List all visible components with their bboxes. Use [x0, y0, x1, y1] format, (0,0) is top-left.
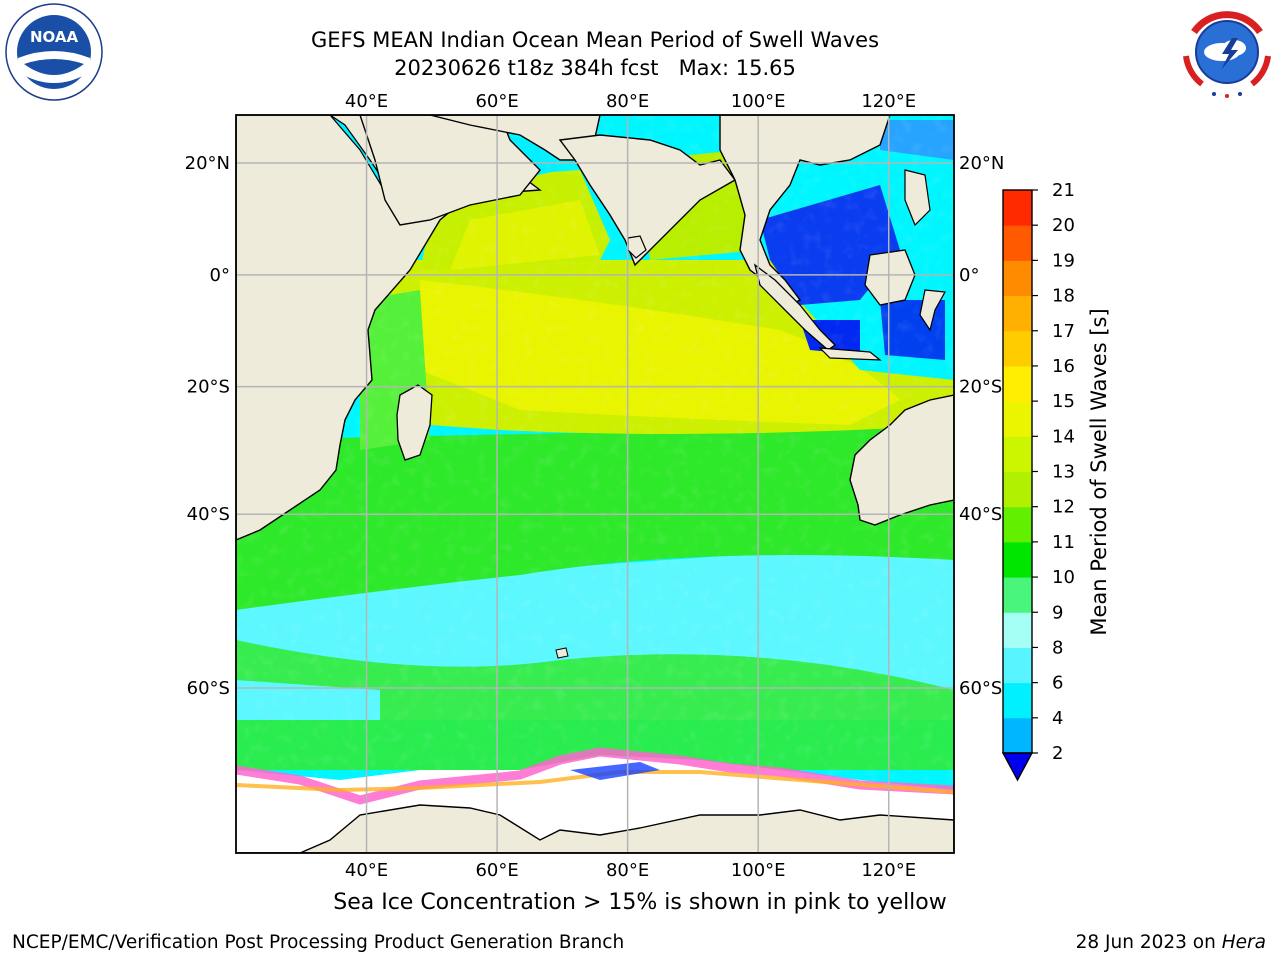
- map-area: [236, 115, 954, 853]
- footer-credit: NCEP/EMC/Verification Post Processing Pr…: [12, 932, 625, 953]
- lat-label-right: 20°N: [959, 153, 1004, 174]
- colorbar-swatch: [1003, 682, 1032, 719]
- colorbar-swatch: [1003, 260, 1032, 297]
- noaa-logo: NOAA: [5, 3, 103, 101]
- colorbar-tick-label: 2: [1052, 743, 1063, 764]
- colorbar-tick-label: 13: [1052, 462, 1075, 483]
- svg-text:NOAA: NOAA: [30, 28, 79, 46]
- colorbar-swatch: [1003, 365, 1032, 402]
- lon-label-bottom: 80°E: [606, 860, 649, 881]
- lat-label-left: 0°: [210, 265, 230, 286]
- colorbar-tick-label: 19: [1052, 250, 1075, 271]
- colorbar-tick-label: 16: [1052, 356, 1075, 377]
- colorbar-tick-label: 9: [1052, 602, 1063, 623]
- colorbar-tick-label: 14: [1052, 426, 1075, 447]
- lon-label-top: 60°E: [475, 91, 518, 112]
- colorbar-swatch: [1003, 506, 1032, 543]
- lon-label-top: 120°E: [861, 91, 916, 112]
- lat-label-right: 20°S: [959, 377, 1002, 398]
- sea-ice-caption: Sea Ice Concentration > 15% is shown in …: [333, 890, 947, 915]
- colorbar-tick-label: 4: [1052, 708, 1063, 729]
- chart-title-block: GEFS MEAN Indian Ocean Mean Period of Sw…: [190, 26, 1000, 82]
- colorbar: 2 4 6 8 9 10 11 12 13 14 15 16 17 18 19 20 21: [1001, 180, 1075, 782]
- lon-label-bottom: 120°E: [861, 860, 916, 881]
- footer-date: 28 Jun 2023 on Hera: [1076, 932, 1266, 953]
- footer-date-text: 28 Jun 2023 on: [1075, 932, 1222, 953]
- chart-subtitle: 20230626 t18z 384h fcst Max: 15.65: [190, 54, 1000, 82]
- nws-logo: [1180, 5, 1274, 99]
- lat-label-left: 20°N: [185, 153, 230, 174]
- longitude-labels-top: 40°E 60°E 80°E 100°E 120°E: [345, 91, 916, 112]
- lon-label-bottom: 100°E: [731, 860, 786, 881]
- colorbar-tick-label: 11: [1052, 532, 1075, 553]
- colorbar-tick-label: 15: [1052, 391, 1075, 412]
- colorbar-tick-label: 21: [1052, 180, 1075, 201]
- latitude-labels-right: 20°N 0° 20°S 40°S 60°S: [959, 153, 1004, 699]
- colorbar-tick-label: 6: [1052, 673, 1063, 694]
- latitude-labels-left: 20°N 0° 20°S 40°S 60°S: [185, 153, 230, 699]
- colorbar-swatch: [1003, 401, 1032, 437]
- colorbar-swatch: [1003, 225, 1032, 261]
- colorbar-swatch: [1003, 436, 1032, 472]
- lat-label-right: 0°: [959, 265, 979, 286]
- colorbar-tick-label: 12: [1052, 497, 1075, 518]
- colorbar-swatch: [1003, 541, 1032, 578]
- colorbar-tick-label: 8: [1052, 637, 1063, 658]
- colorbar-swatch: [1003, 190, 1032, 226]
- gridlines: [236, 115, 954, 853]
- colorbar-tick-label: 10: [1052, 567, 1075, 588]
- colorbar-swatch: [1003, 330, 1032, 367]
- lat-label-left: 40°S: [187, 504, 230, 525]
- lon-label-bottom: 60°E: [475, 860, 518, 881]
- longitude-labels-bottom: 40°E 60°E 80°E 100°E 120°E: [345, 860, 916, 881]
- lat-label-left: 20°S: [187, 377, 230, 398]
- colorbar-swatch: [1003, 647, 1032, 684]
- colorbar-tick-label: 17: [1052, 321, 1075, 342]
- colorbar-under-arrow: [1001, 752, 1034, 782]
- lat-label-right: 60°S: [959, 678, 1002, 699]
- map-frame: [235, 114, 955, 854]
- chart-title: GEFS MEAN Indian Ocean Mean Period of Sw…: [310, 28, 880, 52]
- lon-label-bottom: 40°E: [345, 860, 388, 881]
- colorbar-swatch: [1003, 471, 1032, 508]
- colorbar-label: Mean Period of Swell Waves [s]: [1087, 308, 1111, 635]
- run-label: 20230626 t18z 384h fcst: [394, 56, 659, 80]
- colorbar-swatch: [1003, 612, 1032, 648]
- lon-label-top: 100°E: [731, 91, 786, 112]
- lon-label-top: 40°E: [345, 91, 388, 112]
- footer-machine: Hera: [1221, 932, 1266, 953]
- lat-label-left: 60°S: [187, 678, 230, 699]
- colorbar-tick-label: 18: [1052, 286, 1075, 307]
- max-label: Max: 15.65: [678, 56, 796, 80]
- colorbar-tick-label: 20: [1052, 215, 1075, 236]
- colorbar-swatch: [1003, 717, 1032, 754]
- colorbar-swatch: [1003, 577, 1032, 613]
- colorbar-swatch: [1003, 295, 1032, 332]
- lon-label-top: 80°E: [606, 91, 649, 112]
- lat-label-right: 40°S: [959, 504, 1002, 525]
